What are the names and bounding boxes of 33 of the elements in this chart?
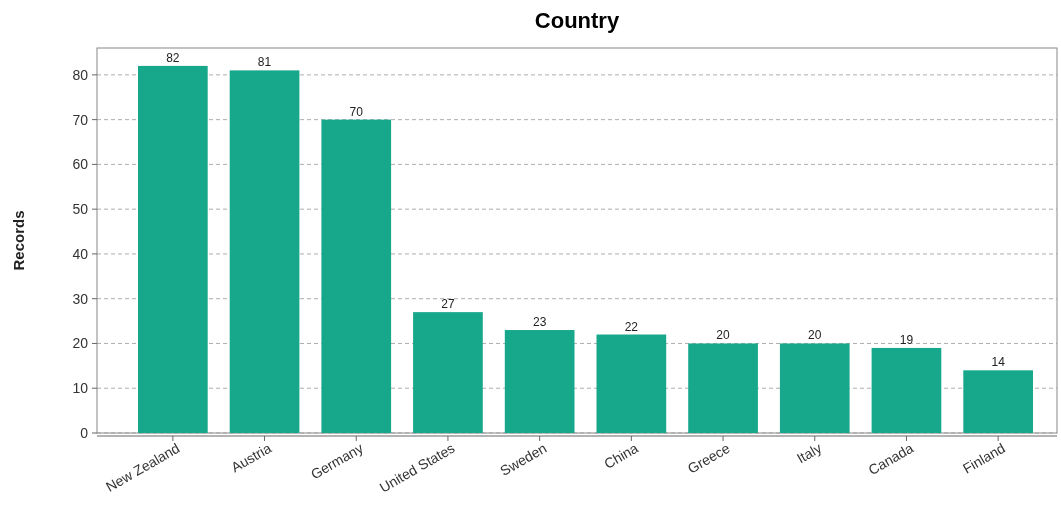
data-label: 14 xyxy=(991,355,1006,370)
bar xyxy=(229,70,300,433)
bar xyxy=(596,334,667,433)
y-tick-label: 10 xyxy=(72,380,89,397)
bar xyxy=(963,370,1033,433)
bar xyxy=(871,347,942,433)
data-label: 70 xyxy=(349,104,364,119)
y-tick-label: 60 xyxy=(72,156,89,173)
bar xyxy=(138,65,208,433)
y-tick-label: 80 xyxy=(72,66,89,83)
data-label: 82 xyxy=(166,50,180,65)
y-tick-label: 30 xyxy=(72,290,89,307)
data-label: 23 xyxy=(532,315,547,330)
y-axis-title: Records xyxy=(10,210,27,271)
bar xyxy=(321,119,392,433)
y-tick-label: 40 xyxy=(72,245,89,262)
x-tick-label: China xyxy=(601,439,642,472)
data-label: 22 xyxy=(624,319,639,334)
data-label: 27 xyxy=(441,297,455,312)
y-tick-label: 20 xyxy=(72,335,89,352)
data-label: 20 xyxy=(808,328,822,343)
y-tick-label: 0 xyxy=(80,425,89,441)
bar xyxy=(413,312,483,433)
data-label: 81 xyxy=(257,55,272,70)
bar xyxy=(779,343,850,433)
data-label: 20 xyxy=(716,328,731,343)
bar xyxy=(688,343,758,433)
y-tick-label: 70 xyxy=(72,111,89,128)
chart-title: Country xyxy=(534,8,620,33)
x-tick-label: Italy xyxy=(794,439,825,467)
bar xyxy=(504,330,575,433)
data-label: 19 xyxy=(899,332,914,347)
y-tick-label: 50 xyxy=(72,201,89,218)
